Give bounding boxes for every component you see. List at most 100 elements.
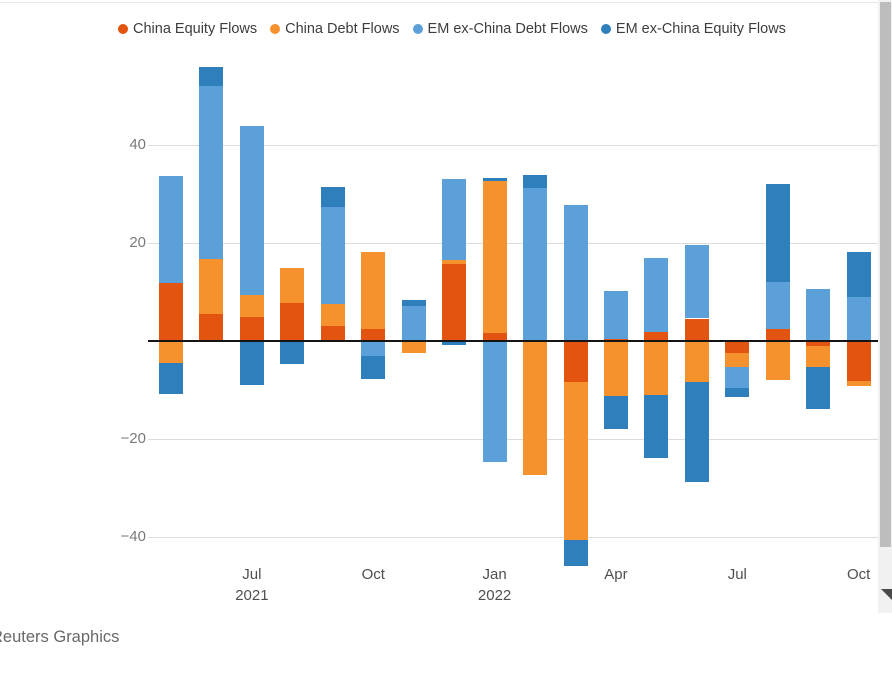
bar-segment bbox=[442, 341, 467, 346]
chart-legend: China Equity Flows China Debt Flows EM ex-… bbox=[118, 21, 786, 37]
x-axis-tick-sublabel: 2022 bbox=[477, 587, 512, 604]
bar-segment bbox=[482, 178, 507, 181]
legend-label: China Debt Flows bbox=[285, 21, 400, 37]
bar-segment bbox=[806, 289, 831, 341]
bar-segment bbox=[199, 258, 224, 315]
bar-segment bbox=[725, 353, 750, 368]
bar-segment bbox=[684, 245, 709, 319]
bar-segment bbox=[684, 318, 709, 341]
bar-segment bbox=[603, 338, 628, 341]
bar-segment bbox=[442, 178, 467, 260]
bar-segment bbox=[563, 205, 588, 341]
y-axis-tick-label: −20 bbox=[120, 429, 146, 447]
x-axis-tick-label: Apr bbox=[604, 566, 628, 583]
bar-segment bbox=[159, 341, 183, 363]
bar-segment bbox=[401, 299, 426, 306]
bar-segment bbox=[199, 67, 224, 87]
bar-segment bbox=[603, 396, 628, 429]
bar-segment bbox=[644, 332, 669, 341]
bar-segment bbox=[846, 341, 871, 381]
legend-label: EM ex-China Debt Flows bbox=[427, 21, 588, 37]
bar-segment bbox=[765, 341, 790, 380]
bar-segment bbox=[401, 305, 426, 341]
legend-item: EM ex-China Equity Flows bbox=[600, 21, 786, 37]
bar-segment bbox=[806, 366, 831, 409]
scroll-arrow-icon[interactable] bbox=[881, 589, 892, 601]
bar-segment bbox=[725, 341, 750, 354]
bar-segment bbox=[846, 297, 871, 341]
bar-segment bbox=[280, 267, 305, 303]
y-axis-tick-label: 20 bbox=[129, 234, 146, 252]
bar-segment bbox=[320, 207, 345, 304]
bar-segment bbox=[806, 341, 831, 346]
bar-segment bbox=[159, 362, 183, 394]
bar-segment bbox=[563, 381, 588, 540]
x-axis-tick-label: Jan bbox=[482, 566, 507, 583]
y-gridline bbox=[148, 145, 878, 147]
bar-segment bbox=[401, 341, 426, 353]
bar-segment bbox=[361, 252, 386, 330]
bar-segment bbox=[523, 175, 548, 189]
bar-segment bbox=[603, 291, 628, 339]
scrollbar-thumb[interactable] bbox=[880, 2, 891, 547]
bar-segment bbox=[442, 259, 467, 264]
bar-segment bbox=[320, 187, 345, 207]
legend-item: EM ex-China Debt Flows bbox=[412, 21, 588, 37]
bar-segment bbox=[684, 341, 709, 382]
x-axis-tick-label: Jul bbox=[727, 566, 747, 583]
legend-dot-icon bbox=[270, 24, 281, 34]
bar-segment bbox=[199, 314, 224, 341]
x-axis-tick-label: Oct bbox=[846, 566, 871, 583]
bar-segment bbox=[280, 302, 305, 341]
x-axis-tick-label: Jul bbox=[242, 566, 262, 583]
x-axis-tick-sublabel: 2021 bbox=[235, 587, 269, 604]
bar-segment bbox=[644, 341, 669, 396]
source-credit: Reuters Graphics bbox=[0, 628, 120, 646]
x-axis-tick-label: Oct bbox=[361, 566, 385, 583]
top-divider bbox=[0, 2, 878, 3]
bar-segment bbox=[320, 326, 345, 341]
bar-segment bbox=[846, 380, 871, 386]
bar-segment bbox=[563, 341, 588, 382]
bar-segment bbox=[482, 332, 507, 341]
bar-segment bbox=[765, 328, 790, 341]
zero-axis-line bbox=[148, 340, 878, 342]
legend-item: China Debt Flows bbox=[270, 21, 400, 37]
bar-segment bbox=[361, 355, 386, 379]
bar-segment bbox=[361, 329, 386, 341]
bar-segment bbox=[239, 125, 264, 296]
bar-segment bbox=[361, 341, 386, 356]
bar-segment bbox=[442, 263, 467, 341]
bar-segment bbox=[280, 341, 305, 365]
bar-segment bbox=[725, 387, 750, 397]
legend-dot-icon bbox=[412, 24, 423, 34]
bar-segment bbox=[523, 341, 548, 476]
bar-segment bbox=[644, 395, 669, 459]
bar-segment bbox=[846, 251, 871, 298]
y-gridline bbox=[148, 438, 878, 440]
bar-segment bbox=[239, 295, 264, 317]
legend-item: China Equity Flows bbox=[118, 21, 257, 37]
y-axis-tick-label: 40 bbox=[129, 136, 146, 154]
bar-segment bbox=[563, 540, 588, 566]
y-gridline bbox=[148, 243, 878, 245]
bar-segment bbox=[684, 381, 709, 483]
bar-segment bbox=[159, 176, 183, 284]
bar-segment bbox=[725, 367, 750, 388]
bar-segment bbox=[482, 341, 507, 463]
bar-segment bbox=[765, 183, 790, 282]
bar-segment bbox=[239, 341, 264, 385]
legend-dot-icon bbox=[118, 24, 128, 34]
y-gridline bbox=[148, 536, 878, 538]
legend-dot-icon bbox=[600, 24, 611, 34]
bar-segment bbox=[482, 180, 507, 333]
legend-label: China Equity Flows bbox=[133, 21, 258, 37]
bar-segment bbox=[159, 283, 183, 341]
bar-segment bbox=[199, 86, 224, 259]
bar-segment bbox=[523, 188, 548, 341]
bar-segment bbox=[603, 341, 628, 397]
bar-segment bbox=[765, 281, 790, 329]
bar-segment bbox=[644, 258, 669, 333]
